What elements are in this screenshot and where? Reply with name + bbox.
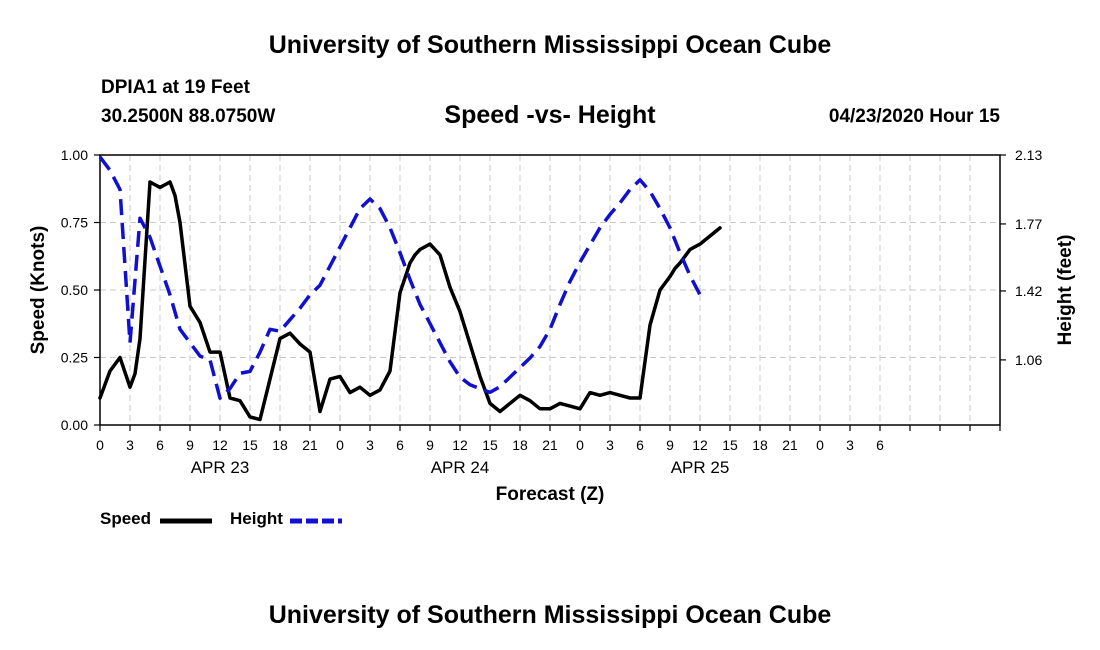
x-tick-label: 0: [816, 437, 824, 453]
y2-tick-label: 2.13: [1015, 147, 1042, 163]
x-tick-label: 0: [96, 437, 104, 453]
x-tick-label: 3: [846, 437, 854, 453]
x-tick-label: 0: [576, 437, 584, 453]
x-tick-label: 6: [396, 437, 404, 453]
legend-height-label: Height: [230, 509, 283, 528]
forecast-datetime: 04/23/2020 Hour 15: [828, 106, 1000, 127]
date-label: APR 24: [431, 458, 490, 477]
y-tick-label: 1.00: [61, 147, 88, 163]
chart-top-title: University of Southern Mississippi Ocean…: [268, 31, 832, 59]
speed-series-line: [98, 180, 722, 422]
x-tick-label: 15: [482, 437, 498, 453]
x-tick-label: 3: [366, 437, 374, 453]
y2-tick-label: 1.42: [1015, 283, 1042, 299]
coordinates-label: 30.2500N 88.0750W: [101, 106, 276, 127]
x-tick-label: 12: [212, 437, 228, 453]
x-tick-label: 12: [452, 437, 468, 453]
y2-tick-label: 1.77: [1015, 216, 1042, 232]
y-axis-title: Speed (Knots): [28, 226, 49, 355]
date-label: APR 23: [191, 458, 250, 477]
x-tick-label: 3: [606, 437, 614, 453]
chart-subtitle: Speed -vs- Height: [444, 101, 656, 129]
x-tick-label: 3: [126, 437, 134, 453]
x-tick-label: 12: [692, 437, 708, 453]
x-axis-title: Forecast (Z): [496, 484, 605, 505]
y-tick-label: 0.50: [61, 282, 88, 298]
x-tick-label: 9: [426, 437, 434, 453]
x-tick-label: 15: [722, 437, 738, 453]
x-tick-label: 6: [636, 437, 644, 453]
legend-speed-label: Speed: [100, 509, 152, 528]
x-tick-label: 15: [242, 437, 258, 453]
height-series-line: [98, 155, 702, 400]
x-tick-label: 9: [186, 437, 194, 453]
x-tick-label: 6: [876, 437, 884, 453]
date-label: APR 25: [671, 458, 730, 477]
y2-axis-title: Height (feet): [1055, 235, 1076, 346]
x-tick-label: 0: [336, 437, 344, 453]
x-tick-label: 21: [782, 437, 798, 453]
x-tick-label: 18: [272, 437, 288, 453]
y-tick-label: 0.75: [61, 215, 88, 231]
x-tick-label: 18: [752, 437, 768, 453]
chart-bottom-title: University of Southern Mississippi Ocean…: [268, 601, 832, 629]
station-label: DPIA1 at 19 Feet: [101, 77, 250, 98]
y-tick-label: 0.25: [61, 350, 88, 366]
x-tick-label: 6: [156, 437, 164, 453]
x-tick-label: 21: [302, 437, 318, 453]
x-tick-label: 21: [542, 437, 558, 453]
y-tick-label: 0.00: [61, 417, 88, 433]
x-tick-label: 9: [666, 437, 674, 453]
x-tick-label: 18: [512, 437, 528, 453]
y2-tick-label: 1.06: [1015, 352, 1042, 368]
